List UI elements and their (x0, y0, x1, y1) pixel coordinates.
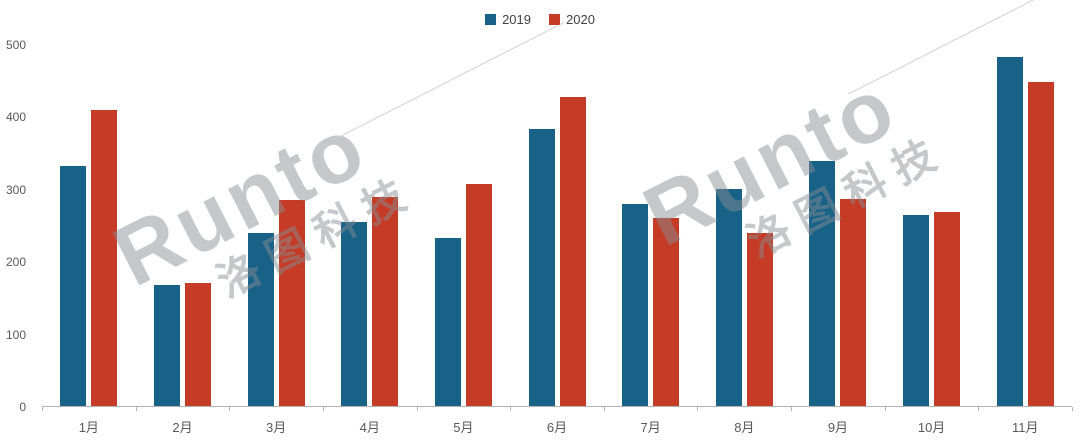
bar-2019 (153, 285, 180, 406)
x-tick-label: 9月 (827, 420, 849, 435)
bar-groups (42, 45, 1072, 406)
bar-2019 (715, 189, 742, 406)
x-tick-label: 5月 (453, 420, 474, 435)
bar-2019 (528, 129, 555, 406)
legend-label: 2020 (566, 12, 595, 27)
bar-2020 (184, 282, 211, 406)
y-tick-label: 500 (5, 38, 26, 52)
x-axis-ticks (42, 407, 1073, 412)
y-axis: 0 100 200 300 400 500 (0, 38, 34, 414)
bar-2020 (934, 211, 961, 406)
bar-group (978, 45, 1072, 406)
legend-swatch (549, 14, 560, 25)
bar-2019 (809, 161, 836, 406)
bar-2020 (91, 109, 118, 406)
y-tick-label: 200 (5, 255, 26, 270)
legend-label: 2019 (502, 12, 531, 27)
bar-2020 (840, 198, 867, 406)
bar-2019 (60, 166, 87, 406)
x-tick-label: 2月 (172, 420, 193, 435)
x-axis-tick (229, 407, 231, 411)
x-axis-labels: 1月 2月 3月 4月 5月 6月 7月 8月 9月 10月 11月 (42, 412, 1072, 442)
y-tick-label: 100 (5, 327, 26, 342)
x-tick-label: 1月 (78, 420, 99, 435)
bar-2020 (746, 232, 773, 406)
bar-group (791, 45, 885, 406)
bar-2020 (465, 183, 492, 406)
x-axis-tick (510, 407, 512, 411)
bar-2020 (1027, 81, 1054, 406)
y-tick-label: 400 (5, 110, 26, 125)
x-axis-tick (791, 407, 793, 411)
y-tick-label: 300 (5, 182, 26, 197)
x-axis-tick (697, 407, 699, 411)
bar-group (697, 45, 791, 406)
x-tick-label: 7月 (640, 420, 661, 435)
bar-group (604, 45, 698, 406)
legend: 2019 2020 (0, 12, 1080, 27)
x-axis-tick (978, 407, 980, 411)
x-tick-label: 4月 (359, 420, 380, 435)
bar-group (229, 45, 323, 406)
legend-swatch (485, 14, 497, 25)
bar-2020 (653, 217, 680, 406)
bar-group (42, 45, 136, 406)
y-tick-label: 0 (19, 400, 26, 414)
bar-2020 (278, 199, 305, 406)
plot-area (42, 45, 1072, 407)
bar-2019 (622, 203, 649, 406)
bar-2019 (434, 237, 461, 406)
x-tick-label: 6月 (546, 420, 568, 435)
x-tick-label: 8月 (734, 420, 755, 435)
x-tick-label: 3月 (265, 420, 287, 435)
bar-group (417, 45, 511, 406)
bar-group (510, 45, 604, 406)
legend-item: 2019 (485, 12, 531, 27)
bar-2020 (372, 197, 399, 406)
bar-2019 (996, 57, 1023, 406)
x-tick-label: 10月 (917, 420, 946, 435)
x-axis-tick (884, 407, 886, 411)
x-axis-tick (416, 407, 418, 411)
x-tick-label: 11月 (1011, 420, 1039, 435)
x-axis-tick (322, 407, 324, 411)
x-axis-tick (603, 407, 605, 411)
x-axis-tick (42, 407, 43, 411)
bar-2019 (903, 214, 930, 406)
x-axis-tick (135, 407, 137, 411)
x-axis-tick (1072, 407, 1073, 411)
bar-group (136, 45, 230, 406)
bar-2019 (341, 221, 368, 406)
bar-2019 (247, 233, 274, 406)
bar-group (885, 45, 979, 406)
bar-2020 (559, 96, 586, 406)
legend-item: 2020 (549, 12, 595, 27)
bar-group (323, 45, 417, 406)
